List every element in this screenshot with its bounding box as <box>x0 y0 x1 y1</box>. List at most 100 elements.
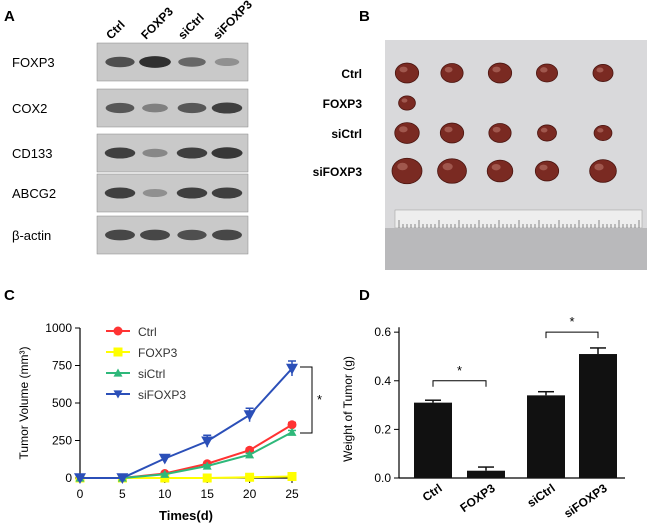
data-point <box>201 436 214 448</box>
x-tick-label: 15 <box>201 487 215 501</box>
tumor-specimen <box>437 158 467 184</box>
blot-band <box>176 147 208 159</box>
data-point <box>160 469 170 478</box>
x-tick-label: 25 <box>285 487 299 501</box>
x-tick-label-sifoxp3: siFOXP3 <box>561 481 610 521</box>
blot-band <box>140 229 170 241</box>
tumor-specimen <box>536 63 559 83</box>
data-point <box>113 390 123 399</box>
blot-band <box>142 148 168 158</box>
bar-ctrl <box>414 402 452 478</box>
data-point <box>160 469 170 478</box>
x-tick-label: 10 <box>158 487 172 501</box>
blot-band <box>211 187 243 199</box>
legend-label-ctrl: Ctrl <box>138 325 157 339</box>
y-tick-label: 0.2 <box>374 422 391 436</box>
tumor-specimen <box>534 160 560 182</box>
y-tick-label: 1000 <box>45 321 72 335</box>
x-tick-label-ctrl: Ctrl <box>420 481 445 504</box>
series-line-ctrl <box>80 423 293 479</box>
lane-label-sifoxp3: siFOXP3 <box>210 0 255 42</box>
tumor-highlight <box>540 127 548 133</box>
y-tick-label: 0.0 <box>374 471 391 485</box>
y-axis-title: Weight of Tumor (g) <box>341 356 355 462</box>
data-point <box>117 473 127 483</box>
tumor-specimen <box>537 124 557 142</box>
data-point <box>287 427 297 436</box>
blot-band <box>105 56 135 68</box>
blot-band <box>211 102 243 114</box>
data-point <box>113 347 123 357</box>
panel-letter-c: C <box>4 287 15 304</box>
data-point <box>202 461 212 470</box>
blot-band <box>214 57 240 67</box>
blot-band <box>177 229 207 241</box>
tumor-highlight <box>492 126 501 133</box>
tumor-specimen <box>439 122 465 144</box>
y-tick-label: 0.6 <box>374 325 391 339</box>
blot-band <box>104 187 136 199</box>
data-point <box>286 363 298 375</box>
series-line-foxp3 <box>80 475 293 479</box>
blot-label: FOXP3 <box>12 55 55 70</box>
data-point <box>75 473 85 483</box>
tumor-highlight <box>540 67 548 73</box>
photo-background <box>385 40 647 270</box>
blot-label: CD133 <box>12 146 52 161</box>
blot-band <box>104 147 136 159</box>
bar-foxp3 <box>467 470 505 478</box>
tumor-specimen <box>589 159 617 183</box>
legend-label-foxp3: FOXP3 <box>138 346 178 360</box>
x-tick-label-sictrl: siCtrl <box>525 481 558 510</box>
blot-label: ABCG2 <box>12 186 56 201</box>
tumor-specimen <box>391 157 423 185</box>
y-tick-label: 750 <box>52 359 72 373</box>
tumor-highlight <box>442 163 453 171</box>
blot-band <box>142 188 168 198</box>
data-point <box>287 420 297 430</box>
tumor-highlight <box>597 128 604 133</box>
data-point <box>245 472 255 482</box>
blot-band <box>139 56 171 68</box>
y-tick-label: 250 <box>52 434 72 448</box>
data-point <box>113 326 123 336</box>
data-point <box>75 473 85 482</box>
significance-star: * <box>569 314 574 329</box>
tumor-highlight <box>401 98 408 103</box>
tumor-specimen <box>593 124 613 142</box>
tumor-highlight <box>399 66 408 73</box>
x-tick-label: 20 <box>243 487 257 501</box>
data-point <box>202 473 212 483</box>
tumor-highlight <box>492 66 501 73</box>
bar-sifoxp3 <box>579 354 617 478</box>
y-tick-label: 500 <box>52 396 72 410</box>
blot-band <box>142 103 168 113</box>
tumor-specimen <box>487 62 513 84</box>
lane-label-sictrl: siCtrl <box>175 11 207 43</box>
blot-band <box>105 229 135 241</box>
y-tick-label: 0.4 <box>374 374 391 388</box>
series-line-sifoxp3 <box>80 367 293 479</box>
blot-band <box>211 147 243 159</box>
blot-band <box>178 57 206 67</box>
tumor-highlight <box>397 162 408 171</box>
tumor-highlight <box>444 126 453 133</box>
tumor-highlight <box>444 66 453 73</box>
x-tick-label: 0 <box>77 487 84 501</box>
series-line-sictrl <box>80 431 293 479</box>
significance-star: * <box>317 392 322 407</box>
y-axis-title: Tumor Volume (mm³) <box>17 347 31 460</box>
data-point <box>117 473 127 483</box>
photo-background-lower <box>385 228 647 270</box>
significance-bracket <box>300 366 313 434</box>
tumor-specimen <box>394 62 420 84</box>
data-point <box>202 459 212 469</box>
blot-band <box>105 102 135 114</box>
tumor-specimen <box>440 63 464 83</box>
significance-star: * <box>457 363 462 378</box>
x-tick-label: 5 <box>119 487 126 501</box>
tumor-highlight <box>491 163 501 171</box>
data-point <box>245 445 255 455</box>
data-point <box>116 473 129 484</box>
data-point <box>113 368 123 377</box>
